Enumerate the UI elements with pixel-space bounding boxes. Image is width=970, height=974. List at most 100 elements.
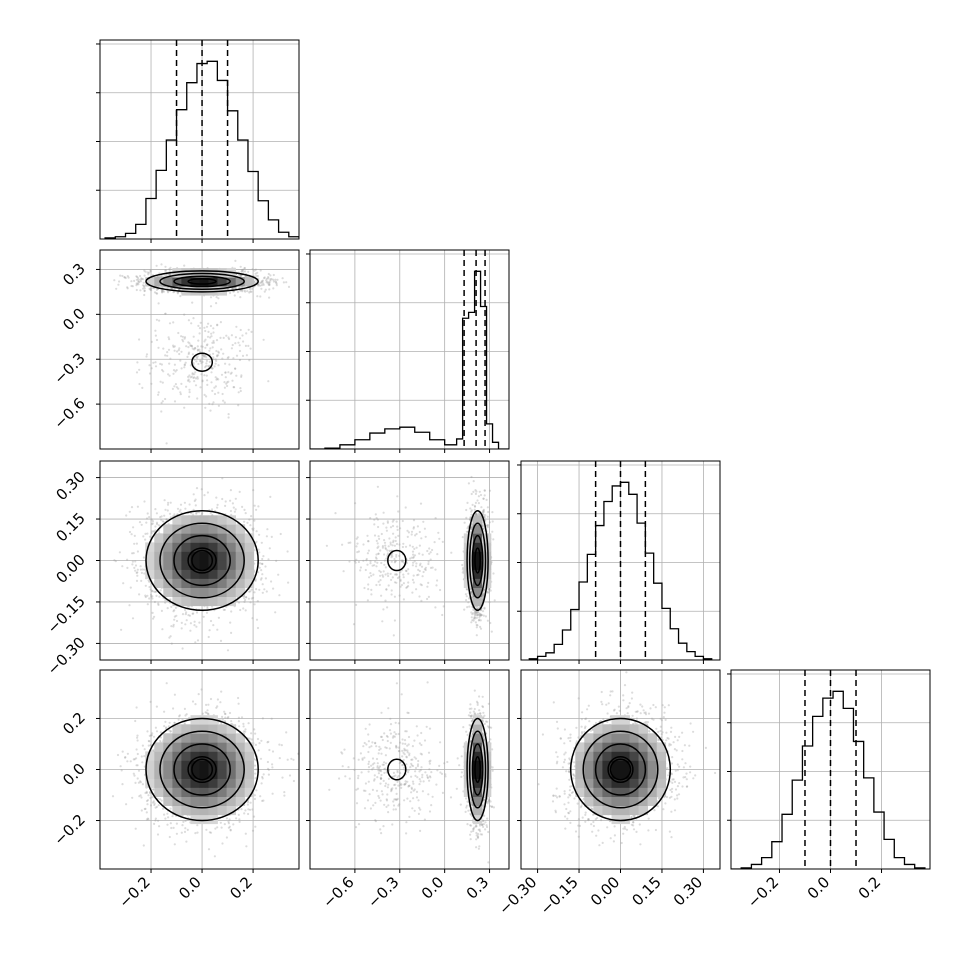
scatter-point xyxy=(222,393,224,395)
scatter-point xyxy=(227,336,229,338)
scatter-point xyxy=(185,362,187,364)
scatter-point xyxy=(221,374,223,376)
scatter-point xyxy=(222,353,224,355)
scatter-point xyxy=(136,543,138,545)
scatter-point xyxy=(275,560,277,562)
density-cell xyxy=(172,533,181,542)
scatter-point xyxy=(370,589,372,591)
scatter-point xyxy=(210,335,212,337)
scatter-point xyxy=(138,338,140,340)
scatter-point xyxy=(380,562,382,564)
scatter-point xyxy=(210,333,212,335)
density-cell xyxy=(191,286,200,295)
scatter-point xyxy=(174,364,176,366)
scatter-point xyxy=(177,388,179,390)
scatter-point xyxy=(166,442,168,444)
scatter-point xyxy=(210,381,212,383)
scatter-point xyxy=(175,607,177,609)
scatter-point xyxy=(203,327,205,329)
scatter-point xyxy=(181,622,183,624)
scatter-point xyxy=(147,512,149,514)
scatter-point xyxy=(128,604,130,606)
density-cell xyxy=(227,277,236,286)
scatter-point xyxy=(471,616,473,618)
scatter-point xyxy=(203,494,205,496)
scatter-point xyxy=(245,596,247,598)
scatter-point xyxy=(240,271,242,273)
scatter-point xyxy=(280,533,282,535)
scatter-point xyxy=(170,502,172,504)
scatter-point xyxy=(168,336,170,338)
scatter-point xyxy=(173,619,175,621)
scatter-point xyxy=(136,575,138,577)
scatter-point xyxy=(184,502,186,504)
scatter-point xyxy=(156,523,158,525)
scatter-point xyxy=(189,391,191,393)
scatter-point xyxy=(223,609,225,611)
density-cell xyxy=(181,597,190,606)
scatter-point xyxy=(148,597,150,599)
scatter-point xyxy=(172,625,174,627)
scatter-point xyxy=(465,509,467,511)
scatter-point xyxy=(167,607,169,609)
scatter-point xyxy=(266,590,268,592)
scatter-point xyxy=(251,528,253,530)
scatter-point xyxy=(229,292,231,294)
density-cell xyxy=(181,515,190,524)
density-cell xyxy=(227,533,236,542)
scatter-point xyxy=(226,381,228,383)
density-cell xyxy=(245,277,254,286)
density-cell xyxy=(227,524,236,533)
scatter-point xyxy=(205,365,207,367)
scatter-point xyxy=(474,509,476,511)
scatter-point xyxy=(197,363,199,365)
histogram-1 xyxy=(310,271,509,449)
scatter-point xyxy=(151,597,153,599)
scatter-point xyxy=(240,374,242,376)
scatter-point xyxy=(184,623,186,625)
scatter-point xyxy=(235,326,237,328)
density-cell xyxy=(163,561,172,570)
scatter-point xyxy=(173,385,175,387)
scatter-point xyxy=(156,265,158,267)
scatter-point xyxy=(267,558,269,560)
scatter-point xyxy=(175,383,177,385)
scatter-point xyxy=(168,349,170,351)
scatter-point xyxy=(383,553,385,555)
scatter-point xyxy=(144,539,146,541)
scatter-point xyxy=(260,579,262,581)
scatter-point xyxy=(166,355,168,357)
scatter-point xyxy=(144,533,146,535)
scatter-point xyxy=(228,416,230,418)
scatter-point xyxy=(216,629,218,631)
scatter-point xyxy=(156,512,158,514)
scatter-point xyxy=(188,389,190,391)
scatter-point xyxy=(210,512,212,514)
scatter-point xyxy=(275,281,277,283)
scatter-point xyxy=(260,288,262,290)
density-cell xyxy=(191,533,200,542)
scatter-point xyxy=(174,400,176,402)
scatter-point xyxy=(223,381,225,383)
scatter-point xyxy=(195,360,197,362)
scatter-point xyxy=(197,345,199,347)
scatter-point xyxy=(155,292,157,294)
scatter-point xyxy=(204,330,206,332)
scatter-point xyxy=(191,302,193,304)
scatter-point xyxy=(469,507,471,509)
scatter-point xyxy=(176,620,178,622)
scatter-point xyxy=(145,596,147,598)
density-cell xyxy=(227,588,236,597)
scatter-point xyxy=(383,570,385,572)
scatter-point xyxy=(209,347,211,349)
scatter-point xyxy=(232,344,234,346)
scatter-point xyxy=(354,502,356,504)
scatter-point xyxy=(362,560,364,562)
density-cell xyxy=(245,570,254,579)
scatter-point xyxy=(267,282,269,284)
scatter-point xyxy=(151,367,153,369)
scatter-point xyxy=(160,381,162,383)
scatter-point xyxy=(475,621,477,623)
scatter-point xyxy=(220,321,222,323)
scatter-point xyxy=(136,283,138,285)
